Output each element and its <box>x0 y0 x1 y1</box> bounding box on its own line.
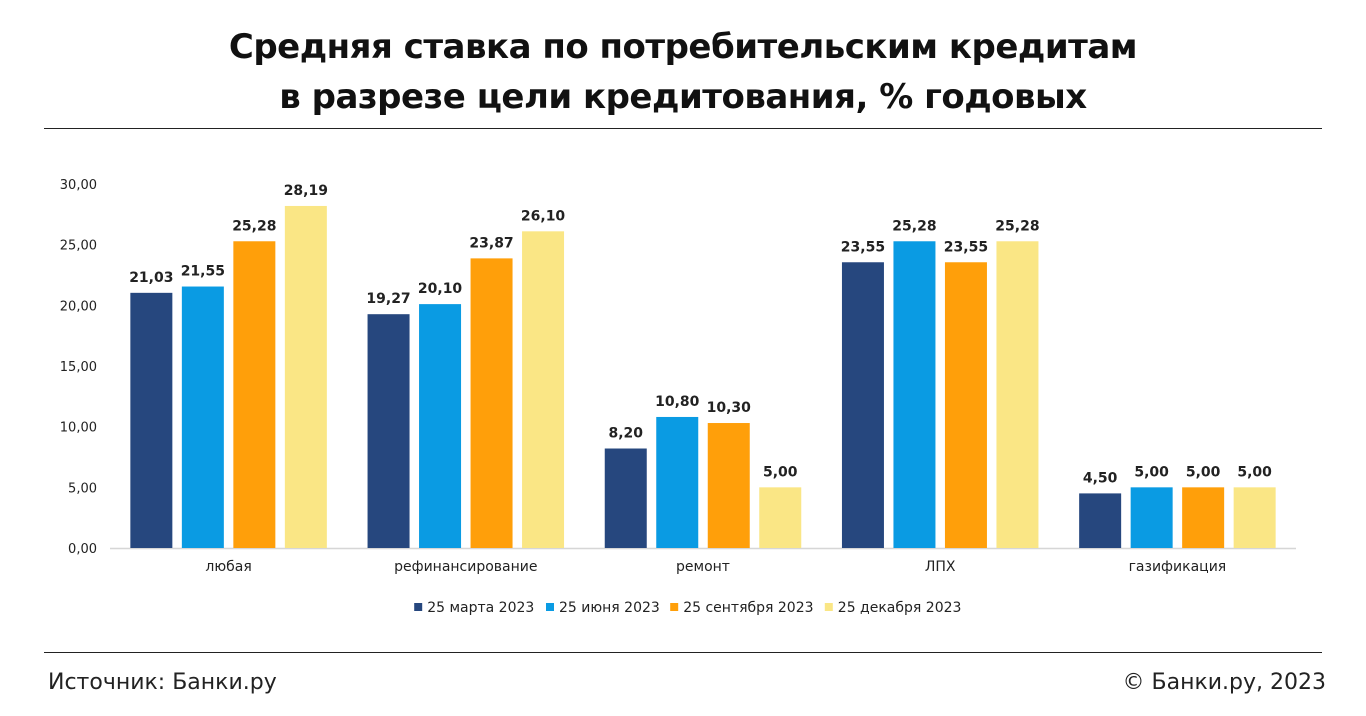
bar <box>233 241 276 548</box>
y-tick-label: 10,00 <box>60 421 97 436</box>
category-label: рефинансирование <box>394 559 537 575</box>
data-label: 23,55 <box>841 239 885 255</box>
data-label: 21,03 <box>129 270 173 286</box>
bar <box>841 262 884 548</box>
bar <box>893 241 936 548</box>
top-divider <box>44 128 1322 129</box>
data-label: 21,55 <box>181 264 225 280</box>
y-tick-label: 20,00 <box>60 299 97 314</box>
y-tick-label: 0,00 <box>68 542 97 557</box>
bar <box>604 448 647 548</box>
bar <box>130 292 173 548</box>
data-label: 8,20 <box>608 426 643 442</box>
data-label: 10,30 <box>707 400 752 416</box>
legend-label: 25 декабря 2023 <box>838 600 962 616</box>
data-label: 25,28 <box>995 218 1039 234</box>
y-tick-label: 15,00 <box>60 360 97 375</box>
data-label: 10,80 <box>655 394 700 410</box>
category-label: ремонт <box>676 559 730 575</box>
bar <box>996 241 1039 548</box>
bar <box>522 231 565 548</box>
bar <box>707 423 750 548</box>
data-label: 23,55 <box>944 239 988 255</box>
data-label: 28,19 <box>284 183 328 199</box>
bar <box>419 304 462 548</box>
data-label: 23,87 <box>469 235 513 251</box>
bar <box>181 286 224 548</box>
data-label: 25,28 <box>232 218 276 234</box>
bar <box>656 416 699 548</box>
legend-swatch <box>546 603 554 611</box>
bottom-divider <box>44 652 1322 653</box>
copyright-note: © Банки.ру, 2023 <box>1122 670 1327 695</box>
data-label: 5,00 <box>1186 464 1221 480</box>
data-label: 26,10 <box>521 208 566 224</box>
data-label: 4,50 <box>1083 470 1118 486</box>
legend-swatch <box>670 603 679 611</box>
bar <box>944 262 987 548</box>
bar <box>284 205 327 548</box>
bar <box>1233 487 1276 548</box>
data-label: 25,28 <box>892 218 936 234</box>
data-label: 5,00 <box>1237 464 1272 480</box>
data-label: 19,27 <box>366 291 410 307</box>
bar <box>1182 487 1225 548</box>
bar <box>759 487 802 548</box>
category-label: любая <box>205 559 251 575</box>
chart-title: Средняя ставка по потребительским кредит… <box>0 22 1366 122</box>
category-label: ЛПХ <box>925 559 956 575</box>
data-label: 5,00 <box>1134 464 1169 480</box>
legend-swatch <box>824 603 833 611</box>
data-label: 20,10 <box>418 281 463 297</box>
source-note: Источник: Банки.ру <box>48 670 277 695</box>
bar <box>367 314 410 548</box>
title-line-2: в разрезе цели кредитования, % годовых <box>279 77 1087 117</box>
title-line-1: Средняя ставка по потребительским кредит… <box>228 27 1138 67</box>
bar-chart: 0,00 5,00 10,00 15,00 20,00 25,00 30,00 21,03 21… <box>60 178 1296 616</box>
legend-label: 25 марта 2023 <box>427 600 534 616</box>
legend-label: 25 июня 2023 <box>559 600 660 616</box>
category-label: газификация <box>1129 559 1227 575</box>
y-tick-label: 5,00 <box>68 481 97 496</box>
y-tick-label: 25,00 <box>60 239 97 254</box>
legend-label: 25 сентября 2023 <box>683 600 813 616</box>
bar <box>470 258 513 548</box>
bar <box>1079 493 1122 548</box>
y-tick-label: 30,00 <box>60 178 97 193</box>
bar <box>1130 487 1173 548</box>
legend-swatch <box>414 603 423 611</box>
data-label: 5,00 <box>763 464 798 480</box>
